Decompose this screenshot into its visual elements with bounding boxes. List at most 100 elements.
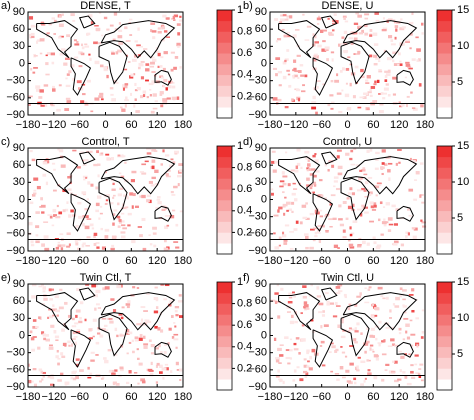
map-cell: [45, 54, 48, 57]
x-tick-label: 60: [125, 391, 137, 403]
map-cell: [367, 372, 372, 376]
map-cell: [284, 151, 288, 154]
map-cell: [302, 295, 307, 299]
map-cell: [57, 379, 62, 382]
map-cell: [415, 372, 420, 375]
map-cell: [60, 352, 64, 356]
x-tick-label: −120: [283, 391, 308, 403]
colorbar-step: [437, 42, 452, 54]
map-cell: [171, 85, 176, 89]
map-cell: [367, 288, 371, 291]
map-cell: [130, 92, 133, 96]
map-cell: [101, 98, 104, 101]
map-cell: [300, 338, 306, 342]
map-cell: [109, 87, 114, 90]
map-cell: [79, 369, 84, 372]
coastline: [100, 20, 176, 59]
map-cell: [350, 328, 354, 331]
map-cell: [411, 288, 415, 292]
map-cell: [118, 22, 121, 25]
map-cell: [337, 43, 341, 47]
map-cell: [305, 156, 311, 160]
map-cell: [353, 53, 356, 55]
map-cell: [382, 297, 386, 300]
map-cell: [378, 110, 384, 114]
map-cell: [398, 101, 401, 104]
map-cell: [30, 244, 35, 247]
y-tick-label: 60: [13, 295, 25, 307]
map-cell: [294, 169, 299, 173]
map-cell: [68, 214, 72, 218]
map-cell: [345, 82, 348, 85]
map-cell: [176, 96, 180, 100]
map-cell: [67, 314, 72, 318]
map-cell: [325, 292, 329, 295]
map-cell: [101, 328, 106, 331]
map-cell: [125, 40, 131, 42]
map-cell: [399, 27, 405, 31]
coastline: [312, 57, 334, 96]
map-cell: [90, 110, 94, 113]
map-cell: [313, 55, 317, 59]
map-cell: [307, 168, 311, 171]
map-cell: [364, 13, 370, 16]
map-cell: [335, 187, 340, 191]
colorbar-tick-label: 0.4: [237, 341, 252, 353]
map-cell: [337, 290, 343, 293]
map-cell: [50, 376, 55, 380]
map-cell: [47, 376, 52, 379]
map-cell: [43, 84, 49, 87]
map-cell: [72, 331, 76, 335]
panel-label: a): [1, 0, 11, 12]
map-cell: [389, 317, 392, 319]
map-cell: [306, 167, 310, 170]
map-cell: [314, 41, 320, 44]
map-cell: [70, 64, 75, 68]
x-tick-label: 120: [148, 119, 166, 131]
map-cell: [340, 317, 344, 322]
map-cell: [370, 86, 376, 89]
map-cell: [282, 203, 288, 207]
map-cell: [272, 169, 277, 173]
map-cell: [124, 332, 130, 335]
map-cell: [289, 247, 294, 250]
map-cell: [74, 341, 78, 346]
map-cell: [63, 62, 68, 66]
map-cell: [291, 201, 295, 205]
y-tick-label: −30: [248, 211, 267, 223]
map-cell: [61, 244, 66, 247]
map-cell: [346, 197, 350, 200]
coastline: [98, 177, 128, 221]
map-cell: [375, 19, 380, 22]
coastline: [342, 20, 418, 59]
map-cell: [120, 231, 126, 234]
map-cell: [387, 229, 392, 232]
map-cell: [305, 202, 308, 205]
map-cell: [380, 92, 384, 95]
map-cell: [74, 56, 79, 59]
colorbar-tick-label: 15: [457, 4, 469, 16]
map-cell: [352, 220, 358, 224]
map-cell: [391, 204, 396, 208]
map-cell: [373, 54, 378, 58]
map-cell: [384, 79, 388, 82]
map-cell: [361, 206, 365, 210]
y-tick-label: 0: [261, 57, 267, 69]
map-cell: [331, 58, 334, 62]
map-cell: [349, 226, 352, 230]
map-cell: [157, 327, 161, 331]
map-cell: [293, 342, 297, 346]
map-cell: [169, 300, 174, 304]
map-cell: [275, 40, 279, 43]
map-cell: [284, 196, 287, 199]
map-cell: [146, 96, 149, 99]
map-cell: [405, 63, 411, 67]
map-cell: [125, 328, 130, 333]
coastline: [98, 41, 128, 85]
map-cell: [310, 184, 314, 187]
map-cell: [418, 375, 422, 379]
map-cell: [283, 34, 288, 38]
map-cell: [31, 194, 36, 197]
colorbar-step: [437, 85, 452, 97]
map-cell: [362, 167, 366, 170]
